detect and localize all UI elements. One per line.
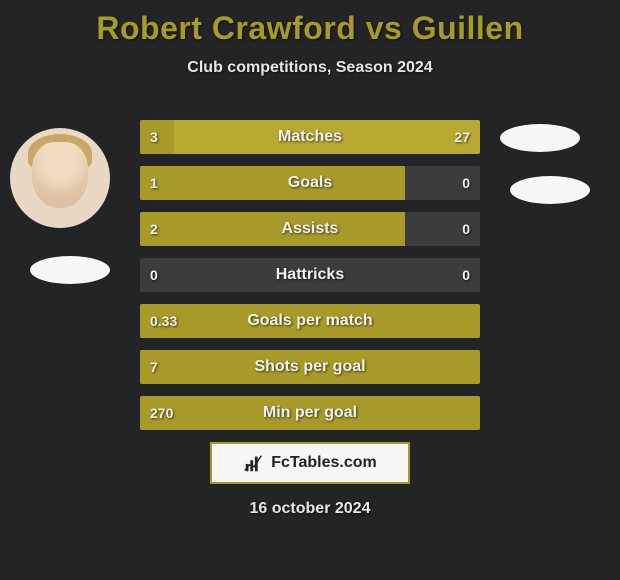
stat-value-left: 7 (150, 350, 158, 384)
stat-label: Assists (140, 212, 480, 246)
player-left-avatar (10, 128, 110, 228)
stat-row: Assists2 0 (140, 212, 480, 246)
site-logo-text: FcTables.com (271, 454, 377, 472)
stat-row: Shots per goal7 (140, 350, 480, 384)
stat-bars: Matches327Goals10Assists20Hattricks00Goa… (140, 120, 480, 442)
stat-label: Min per goal (140, 396, 480, 430)
stat-value-right: 0 (462, 166, 470, 200)
stat-label: Shots per goal (140, 350, 480, 384)
footer-date: 16 october 2024 (0, 500, 620, 518)
site-logo: FcTables.com (210, 442, 410, 484)
page-title: Robert Crawford vs Guillen (0, 10, 620, 47)
comparison-card: Robert Crawford vs Guillen Club competit… (0, 0, 620, 580)
team-badge-right-2 (510, 176, 590, 204)
stat-row: Goals per match0.33 (140, 304, 480, 338)
stat-value-left: 2 (150, 212, 158, 246)
stat-value-left: 270 (150, 396, 173, 430)
stat-label: Goals per match (140, 304, 480, 338)
stat-value-left: 0.33 (150, 304, 177, 338)
stat-value-left: 0 (150, 258, 158, 292)
stat-value-right: 0 (462, 212, 470, 246)
stat-value-left: 3 (150, 120, 158, 154)
stat-row: Hattricks0 0 (140, 258, 480, 292)
team-badge-right-1 (500, 124, 580, 152)
stat-value-right: 0 (462, 258, 470, 292)
stat-label: Goals (140, 166, 480, 200)
stat-row: Goals1 0 (140, 166, 480, 200)
subtitle: Club competitions, Season 2024 (0, 59, 620, 77)
stat-value-left: 1 (150, 166, 158, 200)
stat-row: Matches3 27 (140, 120, 480, 154)
stat-value-right: 27 (454, 120, 470, 154)
team-badge-left (30, 256, 110, 284)
stat-label: Matches (140, 120, 480, 154)
stat-row: Min per goal270 (140, 396, 480, 430)
stat-label: Hattricks (140, 258, 480, 292)
chart-icon (243, 452, 265, 474)
